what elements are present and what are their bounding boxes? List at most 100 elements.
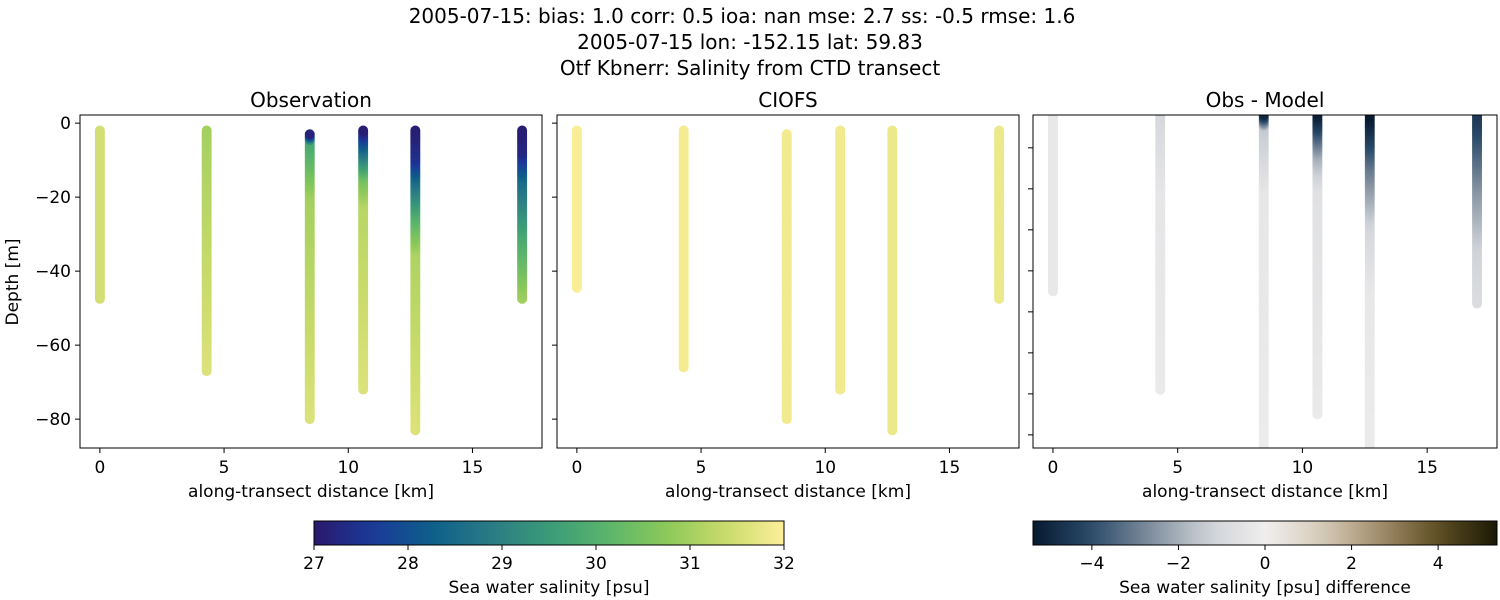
data-point <box>1365 467 1375 477</box>
colorbar-0: 27 28 29 30 31 32 Sea water salinity [psu] <box>303 520 795 598</box>
x-tick-label: 5 <box>1172 458 1183 478</box>
data-point <box>1258 115 1269 120</box>
profile-4 <box>887 125 898 436</box>
title-line-1: 2005-07-15: bias: 1.0 corr: 0.5 ioa: nan… <box>409 4 1076 28</box>
figure-title: 2005-07-15: bias: 1.0 corr: 0.5 ioa: nan… <box>409 4 1076 80</box>
colorbar-tick-label: 4 <box>1433 554 1444 574</box>
profile-1 <box>678 125 689 373</box>
axes-frame <box>1032 114 1498 449</box>
data-point <box>678 125 689 136</box>
profile-4 <box>410 125 421 436</box>
colorbar-tick-label: 0 <box>1260 554 1271 574</box>
data-point <box>94 125 105 136</box>
profile-2 <box>1258 115 1269 448</box>
profile-2 <box>781 129 792 425</box>
data-point <box>517 125 528 136</box>
y-tick-label: 0 <box>60 114 71 134</box>
axes-frame <box>556 114 1020 449</box>
x-tick-label: 0 <box>94 458 105 478</box>
x-tick-label: 5 <box>219 458 230 478</box>
profile-1 <box>1155 115 1166 395</box>
x-tick-label: 15 <box>462 458 484 478</box>
profile-5 <box>1472 115 1483 309</box>
colorbar-gradient <box>313 520 785 546</box>
data-point <box>1365 469 1375 479</box>
data-point <box>1155 115 1166 120</box>
colorbar-tick-label: 2 <box>1346 554 1357 574</box>
data-point <box>1365 463 1375 473</box>
y-tick-label: −60 <box>35 336 71 356</box>
colorbar-tick-label: 30 <box>585 554 607 574</box>
scatter-points <box>94 125 528 436</box>
data-point <box>1047 115 1058 120</box>
data-point <box>1365 471 1375 481</box>
data-point <box>304 129 315 140</box>
data-point <box>1312 115 1323 120</box>
scatter-points <box>1047 115 1483 481</box>
profile-1 <box>201 125 212 377</box>
profile-0 <box>571 125 582 293</box>
x-tick-label: 0 <box>1048 458 1059 478</box>
panel-2: Obs - Model 0 5 10 15 along-transect distance… <box>1028 88 1498 502</box>
data-point <box>781 129 792 140</box>
data-point <box>1365 448 1375 458</box>
colorbar-label: Sea water salinity [psu] difference <box>1119 578 1411 598</box>
panel-title: CIOFS <box>758 88 817 112</box>
colorbar-tick-label: −4 <box>1079 554 1104 574</box>
data-point <box>1472 115 1483 120</box>
data-point <box>994 125 1005 136</box>
colorbar-tick-label: 31 <box>679 554 701 574</box>
y-tick-label: −40 <box>35 262 71 282</box>
data-point <box>1365 465 1375 475</box>
scatter-points <box>571 125 1005 436</box>
panel-title: Observation <box>250 88 372 112</box>
data-point <box>1365 457 1375 467</box>
colorbar-tick-label: 28 <box>397 554 419 574</box>
title-line-2: 2005-07-15 lon: -152.15 lat: 59.83 <box>577 30 923 54</box>
x-axis-label: along-transect distance [km] <box>188 482 434 502</box>
data-point <box>835 125 846 136</box>
colorbar-tick-label: 29 <box>491 554 513 574</box>
colorbar-gradient <box>1032 520 1498 546</box>
profile-0 <box>94 125 105 304</box>
colorbar-tick-label: 27 <box>303 554 325 574</box>
profile-4 <box>1364 115 1375 481</box>
data-point <box>1365 461 1375 471</box>
y-axis-label: Depth [m] <box>3 238 23 325</box>
colorbar-tick-label: 32 <box>773 554 795 574</box>
x-tick-label: 15 <box>939 458 961 478</box>
profile-5 <box>994 125 1005 304</box>
data-point <box>1365 452 1375 462</box>
x-tick-label: 0 <box>571 458 582 478</box>
y-tick-label: −20 <box>35 188 71 208</box>
x-tick-label: 10 <box>337 458 359 478</box>
data-point <box>1365 450 1375 460</box>
x-tick-label: 15 <box>1416 458 1438 478</box>
profile-0 <box>1047 115 1058 297</box>
x-tick-label: 10 <box>814 458 836 478</box>
profile-3 <box>835 125 846 395</box>
panel-0: Observation 0 5 10 15 along-transect distance… <box>3 88 543 502</box>
panel-title: Obs - Model <box>1206 88 1325 112</box>
profile-3 <box>358 125 369 395</box>
x-axis-label: along-transect distance [km] <box>1142 482 1388 502</box>
colorbar-1: −4 −2 0 2 4 Sea water salinity [psu] differen… <box>1032 520 1498 598</box>
title-line-3: Otf Kbnerr: Salinity from CTD transect <box>560 56 941 80</box>
x-tick-label: 5 <box>696 458 707 478</box>
profile-3 <box>1312 115 1323 420</box>
panel-1: CIOFS 0 5 10 15 along-transect distance [km] <box>552 88 1020 502</box>
data-point <box>571 125 582 136</box>
data-point <box>1365 454 1375 464</box>
data-point <box>410 125 421 136</box>
x-axis-label: along-transect distance [km] <box>665 482 911 502</box>
data-point <box>887 125 898 136</box>
axes-frame <box>79 114 543 449</box>
data-point <box>1364 115 1375 120</box>
colorbar-label: Sea water salinity [psu] <box>449 578 650 598</box>
y-tick-label: −80 <box>35 410 71 430</box>
profile-2 <box>304 129 315 425</box>
data-point <box>1365 459 1375 469</box>
data-point <box>358 125 369 136</box>
data-point <box>201 125 212 136</box>
